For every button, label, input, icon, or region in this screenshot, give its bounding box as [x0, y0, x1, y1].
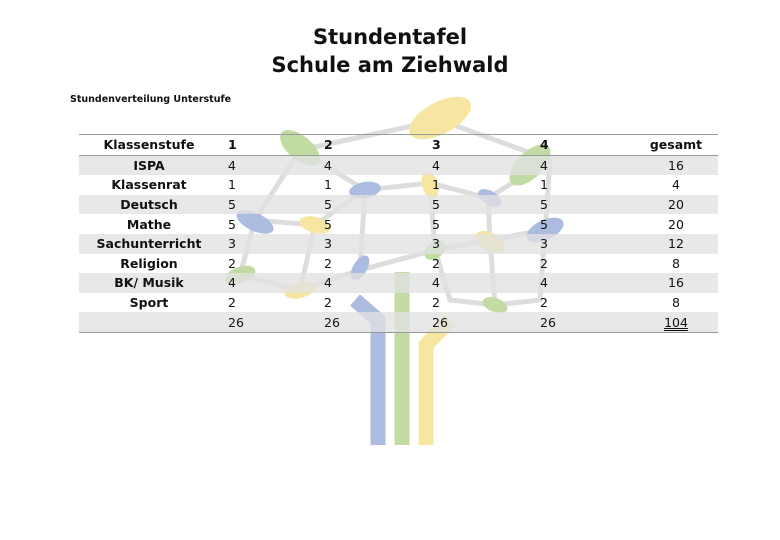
table-caption: Stundenverteilung Unterstufe — [70, 94, 232, 105]
total-cell: 8 — [672, 255, 680, 271]
hours-cell: 5 — [315, 194, 423, 215]
total-cell: 8 — [672, 295, 680, 311]
total-cell: 16 — [634, 155, 718, 176]
subject-cell: Deutsch — [79, 194, 219, 215]
table-row: Klassenrat 1 1 1 1 4 — [79, 175, 718, 195]
hours-cell: 1 — [324, 177, 332, 193]
table-header-row: Klassenstufe 1 2 3 4 gesamt — [79, 134, 718, 156]
sum-cell: 26 — [315, 312, 423, 333]
hours-cell: 4 — [315, 155, 423, 176]
lesson-hours-table: Klassenstufe 1 2 3 4 gesamt ISPA 4 4 4 4… — [79, 134, 718, 333]
sum-cell: 26 — [423, 312, 531, 333]
column-header: 3 — [423, 134, 531, 156]
subject-cell: Klassenrat — [111, 177, 187, 193]
table-row: ISPA 4 4 4 4 16 — [79, 155, 718, 176]
hours-cell: 2 — [324, 295, 332, 311]
total-cell: 4 — [672, 177, 680, 193]
hours-cell: 4 — [531, 273, 634, 293]
hours-cell: 1 — [228, 177, 236, 193]
hours-cell: 5 — [324, 216, 332, 232]
table-row: BK/ Musik 4 4 4 4 16 — [79, 273, 718, 293]
hours-cell: 4 — [423, 155, 531, 176]
hours-cell: 4 — [315, 273, 423, 293]
hours-cell: 2 — [540, 295, 548, 311]
subject-cell: Religion — [120, 255, 178, 271]
hours-cell: 5 — [540, 216, 548, 232]
grand-total-cell: 104 — [634, 312, 718, 333]
hours-cell: 1 — [540, 177, 548, 193]
hours-cell: 4 — [531, 155, 634, 176]
total-cell: 20 — [668, 216, 684, 232]
hours-cell: 2 — [324, 255, 332, 271]
grand-total-value: 104 — [664, 314, 688, 330]
hours-cell: 4 — [219, 273, 315, 293]
column-header: gesamt — [634, 134, 718, 156]
hours-cell: 3 — [315, 233, 423, 254]
hours-cell: 3 — [423, 233, 531, 254]
hours-cell: 2 — [540, 255, 548, 271]
hours-cell: 2 — [228, 255, 236, 271]
subject-cell: ISPA — [79, 155, 219, 176]
hours-cell: 5 — [432, 216, 440, 232]
total-cell: 20 — [634, 194, 718, 215]
hours-cell: 5 — [531, 194, 634, 215]
hours-cell: 1 — [432, 177, 440, 193]
hours-cell: 4 — [219, 155, 315, 176]
hours-cell: 5 — [423, 194, 531, 215]
page-title: Stundentafel — [312, 25, 468, 49]
table-row: Mathe 5 5 5 5 20 — [79, 214, 718, 234]
hours-cell: 3 — [219, 233, 315, 254]
column-header: 1 — [219, 134, 315, 156]
subject-cell: Sport — [129, 295, 169, 311]
subject-cell: Mathe — [126, 216, 172, 232]
column-header: 2 — [315, 134, 423, 156]
hours-cell: 5 — [228, 216, 236, 232]
column-header: 4 — [531, 134, 634, 156]
column-header: Klassenstufe — [79, 134, 219, 156]
hours-cell: 4 — [423, 273, 531, 293]
sum-cell: 26 — [531, 312, 634, 333]
subject-cell: Sachunterricht — [79, 233, 219, 254]
hours-cell: 5 — [219, 194, 315, 215]
school-name: Schule am Ziehwald — [271, 53, 509, 77]
table-row: Deutsch 5 5 5 5 20 — [79, 194, 718, 215]
hours-cell: 2 — [432, 255, 440, 271]
table-row: Sport 2 2 2 2 8 — [79, 293, 718, 313]
table-row: Religion 2 2 2 2 8 — [79, 254, 718, 274]
sum-cell: 26 — [219, 312, 315, 333]
total-cell: 12 — [634, 233, 718, 254]
hours-cell: 2 — [228, 295, 236, 311]
subject-cell: BK/ Musik — [79, 273, 219, 293]
table-row: Sachunterricht 3 3 3 3 12 — [79, 233, 718, 254]
hours-cell: 3 — [531, 233, 634, 254]
sum-label-cell — [79, 312, 219, 333]
hours-cell: 2 — [432, 295, 440, 311]
sum-row: 26 26 26 26 104 — [79, 312, 718, 333]
total-cell: 16 — [634, 273, 718, 293]
